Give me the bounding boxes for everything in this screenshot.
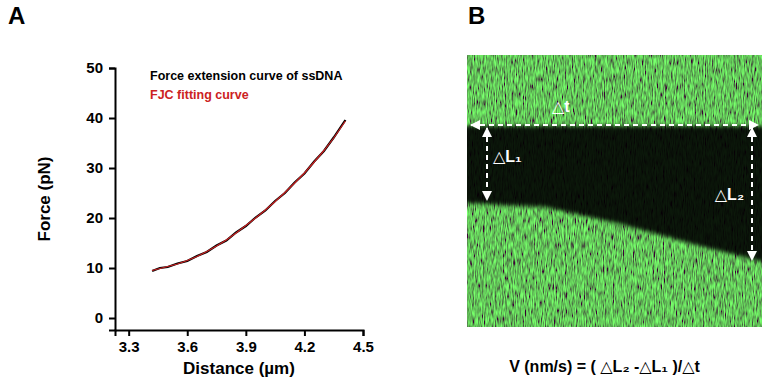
legend: Force extension curve of ssDNA FJC fittin… (150, 69, 342, 102)
tick-mark (109, 218, 115, 220)
axis-line (116, 331, 364, 337)
tick-mark (245, 330, 247, 336)
y-tick: 10 (86, 259, 115, 276)
tick-label: 3.9 (236, 338, 257, 355)
x-tick: 4.2 (294, 330, 315, 355)
y-axis: 0 10 20 30 40 50 (86, 59, 115, 330)
delta-l2-arrow (751, 128, 753, 260)
data-line (152, 120, 345, 271)
formula: V (nm/s) = ( △L₂ -△L₁ )/△t (509, 358, 700, 375)
kymograph-label: △L₁ (493, 148, 522, 165)
data-line (152, 121, 345, 271)
plot-area (152, 120, 345, 271)
x-tick: 3.9 (236, 330, 257, 355)
tick-mark (109, 268, 115, 270)
x-tick: 4.5 (353, 330, 374, 355)
tick-label: 0 (95, 309, 103, 326)
tick-label: 3.6 (177, 338, 198, 355)
legend-entry: Force extension curve of ssDNA (150, 69, 342, 83)
y-tick: 0 (95, 309, 115, 326)
tick-label: 50 (86, 59, 103, 76)
x-axis: 3.3 3.6 3.9 4.2 4.5 (116, 330, 374, 355)
dark-band (467, 126, 762, 263)
tick-label: 4.2 (294, 338, 315, 355)
delta-l1-arrow (486, 128, 488, 200)
tick-mark (304, 330, 306, 336)
tick-label: 30 (86, 159, 103, 176)
tick-label: 20 (86, 209, 103, 226)
delta-t-arrow (471, 124, 758, 126)
x-axis-title: Distance (µm) (183, 359, 295, 378)
y-axis-title: Force (pN) (35, 157, 54, 242)
tick-label: 3.3 (119, 338, 140, 355)
y-tick: 30 (86, 159, 115, 176)
tick-label: 4.5 (353, 338, 374, 355)
tick-mark (363, 330, 365, 336)
legend-entry: FJC fitting curve (150, 88, 249, 102)
tick-label: 10 (86, 259, 103, 276)
tick-mark (109, 68, 115, 70)
y-tick: 40 (86, 109, 115, 126)
panel-label: A (8, 2, 25, 29)
tick-mark (109, 318, 115, 320)
kymograph-label: △L₂ (715, 186, 744, 203)
x-tick: 3.6 (177, 330, 198, 355)
tick-mark (187, 330, 189, 336)
figure: A 3.3 3.6 3.9 4.2 4.5 0 10 20 30 40 50 Distance (µm)… (0, 0, 770, 382)
axis-line (109, 69, 116, 331)
panel-label: B (468, 2, 485, 29)
kymograph-image (467, 55, 762, 327)
tick-label: 40 (86, 109, 103, 126)
kymograph-label: △t (552, 98, 570, 115)
y-tick: 50 (86, 59, 115, 76)
tick-mark (128, 330, 130, 336)
tick-mark (109, 118, 115, 120)
y-tick: 20 (86, 209, 115, 226)
x-tick: 3.3 (119, 330, 140, 355)
tick-mark (109, 168, 115, 170)
